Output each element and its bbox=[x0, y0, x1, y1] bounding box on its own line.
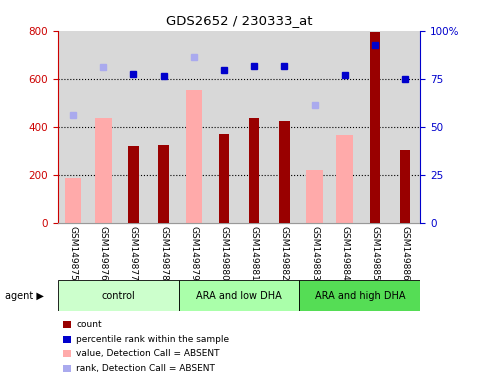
Text: GSM149877: GSM149877 bbox=[129, 225, 138, 280]
Text: count: count bbox=[76, 320, 102, 329]
Bar bbox=[65, 178, 81, 223]
Text: GSM149878: GSM149878 bbox=[159, 225, 168, 280]
Bar bbox=[128, 146, 139, 223]
Bar bbox=[299, 280, 420, 311]
Bar bbox=[279, 121, 290, 223]
Text: GSM149879: GSM149879 bbox=[189, 225, 199, 280]
Text: ARA and high DHA: ARA and high DHA bbox=[314, 291, 405, 301]
Text: control: control bbox=[101, 291, 135, 301]
Text: GSM149885: GSM149885 bbox=[370, 225, 380, 280]
Text: GSM149884: GSM149884 bbox=[340, 225, 349, 280]
Bar bbox=[400, 149, 411, 223]
Text: GSM149886: GSM149886 bbox=[400, 225, 410, 280]
Bar bbox=[185, 89, 202, 223]
Text: GSM149880: GSM149880 bbox=[219, 225, 228, 280]
Text: GSM149883: GSM149883 bbox=[310, 225, 319, 280]
Bar bbox=[337, 135, 353, 223]
Bar bbox=[219, 134, 229, 223]
Title: GDS2652 / 230333_at: GDS2652 / 230333_at bbox=[166, 14, 313, 27]
Bar bbox=[58, 280, 179, 311]
Text: value, Detection Call = ABSENT: value, Detection Call = ABSENT bbox=[76, 349, 220, 358]
Bar bbox=[249, 118, 259, 223]
Text: percentile rank within the sample: percentile rank within the sample bbox=[76, 334, 229, 344]
Bar bbox=[306, 170, 323, 223]
Text: agent ▶: agent ▶ bbox=[5, 291, 43, 301]
Bar bbox=[179, 280, 299, 311]
Bar bbox=[369, 32, 380, 223]
Text: rank, Detection Call = ABSENT: rank, Detection Call = ABSENT bbox=[76, 364, 215, 373]
Bar bbox=[95, 118, 112, 223]
Text: ARA and low DHA: ARA and low DHA bbox=[196, 291, 282, 301]
Text: GSM149882: GSM149882 bbox=[280, 225, 289, 280]
Bar bbox=[158, 145, 169, 223]
Text: GSM149875: GSM149875 bbox=[69, 225, 78, 280]
Text: GSM149881: GSM149881 bbox=[250, 225, 259, 280]
Text: GSM149876: GSM149876 bbox=[99, 225, 108, 280]
